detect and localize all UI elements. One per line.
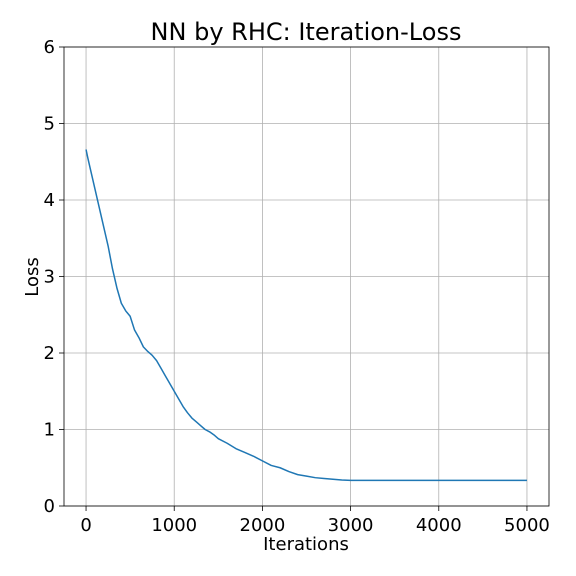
- x-tick-label: 2000: [240, 515, 286, 536]
- y-tick-label: 3: [44, 267, 55, 288]
- x-tick-label: 4000: [416, 515, 462, 536]
- y-axis: 0 1 2 3 4 5 6: [44, 37, 64, 517]
- y-tick-label: 0: [44, 496, 55, 517]
- y-axis-label: Loss: [22, 257, 43, 296]
- y-tick-label: 1: [44, 420, 55, 441]
- grid: [64, 46, 549, 507]
- x-axis-label: Iterations: [263, 534, 349, 555]
- series-layer: [85, 149, 527, 482]
- y-tick-label: 2: [44, 343, 55, 364]
- y-tick-label: 6: [44, 37, 55, 58]
- y-tick-label: 4: [44, 190, 55, 211]
- loss-series-line: [85, 149, 527, 482]
- x-tick-label: 3000: [328, 515, 374, 536]
- x-tick-label: 0: [80, 515, 91, 536]
- x-tick-label: 5000: [504, 515, 550, 536]
- x-axis: 0 1000 2000 3000 4000 5000: [80, 506, 550, 536]
- x-tick-label: 1000: [151, 515, 197, 536]
- chart-title: NN by RHC: Iteration-Loss: [151, 18, 462, 46]
- y-tick-label: 5: [44, 114, 55, 135]
